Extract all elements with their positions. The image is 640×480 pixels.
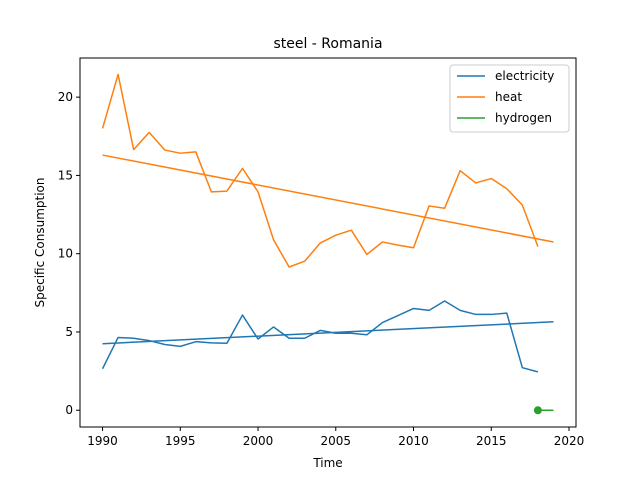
x-tick-label: 2005	[321, 434, 352, 448]
legend-label-heat: heat	[495, 90, 522, 104]
heat-series-line	[101, 73, 539, 268]
y-tick-label: 5	[65, 325, 73, 339]
x-axis-label: Time	[312, 456, 342, 470]
legend-box	[449, 64, 570, 133]
y-tick-label: 0	[65, 403, 73, 417]
heat-trend-line	[102, 154, 554, 243]
y-tick-label: 15	[58, 168, 73, 182]
y-tick-label: 10	[58, 247, 73, 261]
x-tick-label: 2010	[398, 434, 429, 448]
legend-label-electricity: electricity	[495, 69, 554, 83]
x-tick-label: 1990	[87, 434, 118, 448]
chart-marks	[101, 73, 554, 415]
hydrogen-point-marker	[533, 406, 542, 415]
chart-title: steel - Romania	[273, 36, 382, 52]
legend: electricity heat hydrogen	[449, 64, 570, 133]
y-tick-label: 20	[58, 90, 73, 104]
plot-area	[79, 57, 577, 428]
plot-frame	[79, 57, 577, 428]
legend-label-hydrogen: hydrogen	[495, 111, 552, 125]
electricity-series-line	[101, 300, 539, 373]
y-axis: 0 5 10 15 20	[58, 90, 80, 417]
y-axis-label: Specific Consumption	[33, 178, 47, 308]
x-axis: 1990 1995 2000 2005 2010 2015 2020	[87, 427, 584, 448]
x-tick-label: 1995	[165, 434, 196, 448]
electricity-trend-line	[102, 321, 554, 345]
x-tick-label: 2000	[243, 434, 274, 448]
x-tick-label: 2015	[476, 434, 507, 448]
x-tick-label: 2020	[554, 434, 585, 448]
